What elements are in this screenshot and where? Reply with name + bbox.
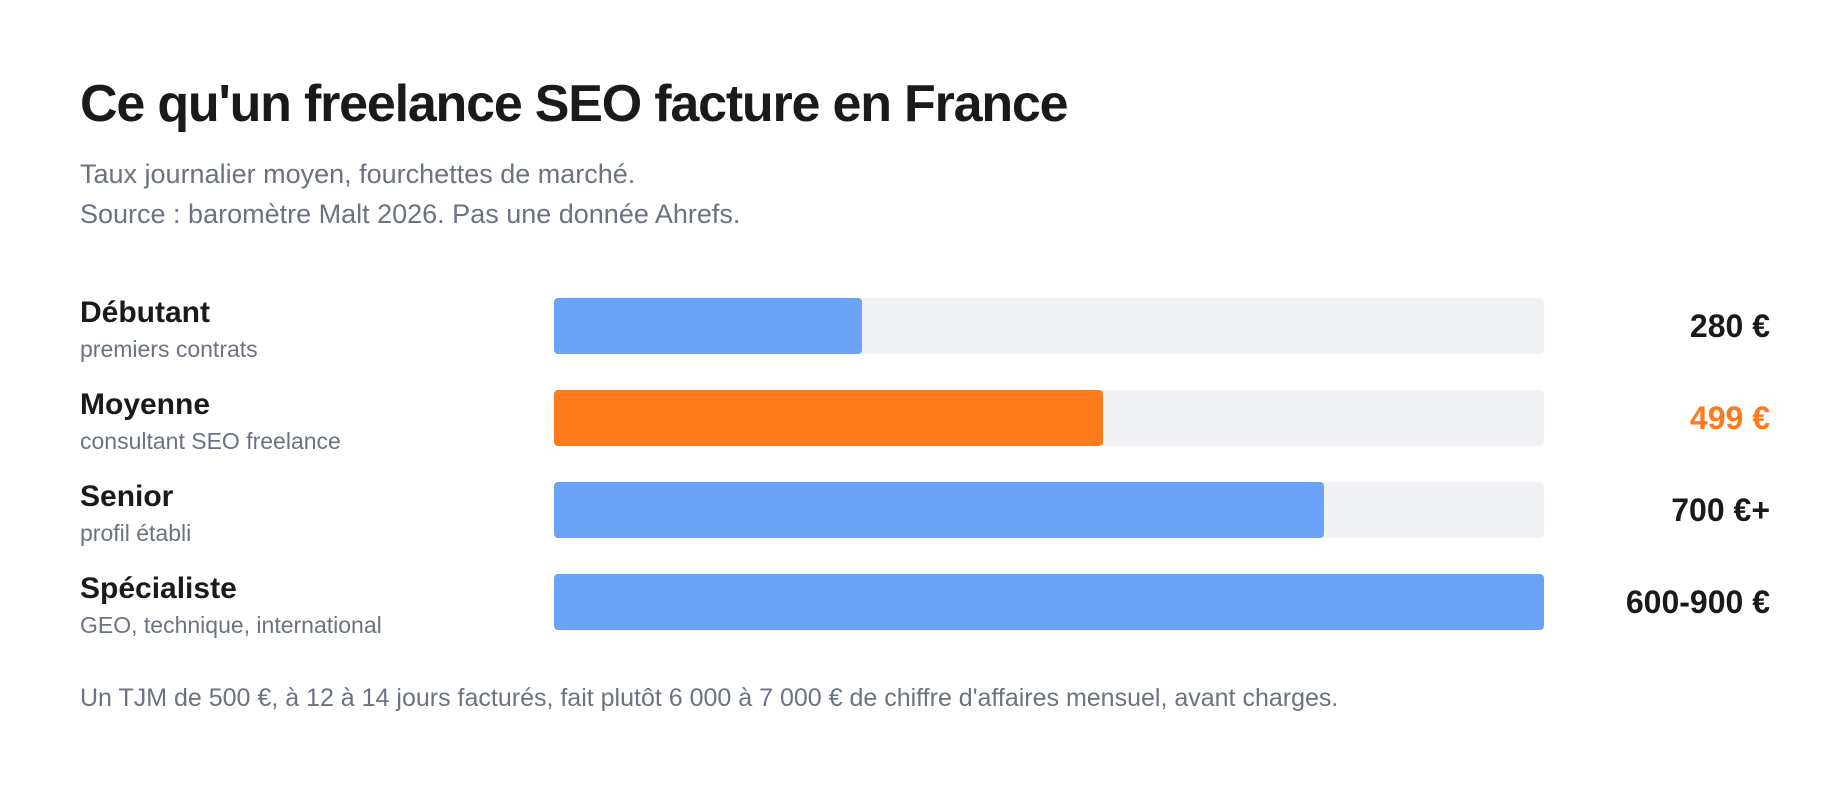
bar [554, 574, 1544, 630]
bar-track [554, 390, 1544, 446]
category-sublabel: profil établi [80, 520, 192, 546]
bar-highlight [554, 390, 1103, 446]
category-label-group: Débutant premiers contrats [80, 294, 540, 365]
subtitle-line-2: Source : baromètre Malt 2026. Pas une do… [80, 199, 741, 229]
category-label-group: Senior profil établi [80, 478, 540, 549]
bar-row: Senior profil établi 700 €+ [80, 478, 1770, 568]
bar-row: Moyenne consultant SEO freelance 499 € [80, 386, 1770, 476]
subtitle-line-1: Taux journalier moyen, fourchettes de ma… [80, 159, 636, 189]
category-sublabel: consultant SEO freelance [80, 428, 341, 454]
bar [554, 482, 1324, 538]
bar-track [554, 574, 1544, 630]
category-sublabel: premiers contrats [80, 336, 258, 362]
bar-chart: Débutant premiers contrats 280 € Moyenne con… [80, 294, 1770, 754]
chart-subtitle: Taux journalier moyen, fourchettes de ma… [80, 154, 1770, 234]
bar-track [554, 298, 1544, 354]
value-label: 280 € [1689, 308, 1770, 344]
chart-panel: Ce qu'un freelance SEO facture en France… [80, 70, 1770, 712]
bar-row: Spécialiste GEO, technique, international… [80, 570, 1770, 660]
bar-row: Débutant premiers contrats 280 € [80, 294, 1770, 384]
category-label: Débutant [80, 296, 210, 329]
category-label: Moyenne [80, 388, 211, 421]
category-label: Spécialiste [80, 572, 237, 605]
bar [554, 298, 862, 354]
category-label: Senior [80, 480, 174, 513]
category-sublabel: GEO, technique, international [80, 612, 382, 638]
bar-track [554, 482, 1544, 538]
chart-footnote: Un TJM de 500 €, à 12 à 14 jours facturé… [80, 684, 1339, 712]
category-label-group: Moyenne consultant SEO freelance [80, 386, 540, 457]
category-label-group: Spécialiste GEO, technique, international [80, 570, 540, 641]
value-label: 700 €+ [1671, 492, 1770, 528]
chart-title: Ce qu'un freelance SEO facture en France [80, 75, 1069, 133]
value-label: 499 € [1689, 400, 1770, 436]
value-label: 600-900 € [1625, 584, 1770, 620]
